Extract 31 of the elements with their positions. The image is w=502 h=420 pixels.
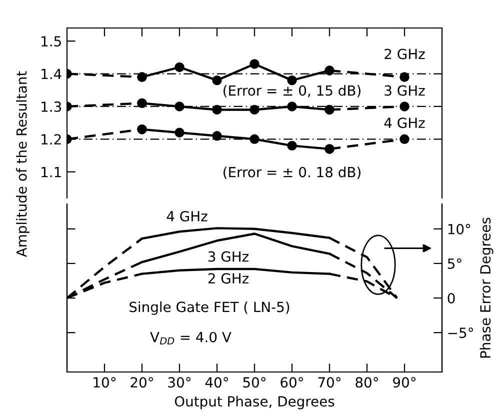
- annotation: (Error = ± 0, 15 dB): [224, 85, 360, 98]
- text: 0: [448, 292, 455, 304]
- annotation: (Error = ± 0. 18 dB): [224, 166, 360, 180]
- y-tick-label: 1.5: [42, 36, 61, 47]
- y-axis-title: Amplitude of the Resultant: [16, 71, 30, 258]
- x-tick-label: 10°: [94, 377, 116, 388]
- x-tick-label: 90°: [393, 377, 416, 388]
- text: 10°: [448, 224, 470, 234]
- y-tick-label: 1.3: [42, 101, 62, 112]
- annotation: 2 GHz: [208, 273, 249, 284]
- x-tick-label: 60°: [280, 377, 303, 388]
- annotation: 3 GHz: [384, 85, 425, 96]
- x-tick-label: 20°: [130, 377, 153, 388]
- x-axis-title: Output Phase, Degrees: [174, 396, 334, 410]
- text: −5°: [448, 328, 473, 338]
- x-tick-label: 30°: [168, 377, 190, 388]
- x-tick-label: 70°: [318, 377, 340, 388]
- y-tick-label: 1.1: [42, 166, 61, 178]
- y-tick-label: 1.4: [42, 68, 62, 80]
- annotation: V$_{DD}$ = 4.0 V: [150, 332, 232, 344]
- text: 5°: [448, 258, 462, 269]
- annotation: 3 GHz: [208, 251, 249, 262]
- annotation: 4 GHz: [384, 118, 425, 128]
- x-tick-label: 50°: [243, 377, 266, 388]
- x-tick-label: 40°: [205, 377, 228, 388]
- annotation: Single Gate FET ( LN-5): [130, 301, 290, 315]
- x-tick-label: 80°: [356, 377, 378, 388]
- annotation: 4 GHz: [166, 210, 208, 222]
- y2-axis-title: Phase Error Degrees: [480, 218, 494, 358]
- y-tick-label: 1.2: [42, 134, 61, 144]
- annotation: 2 GHz: [384, 48, 425, 60]
